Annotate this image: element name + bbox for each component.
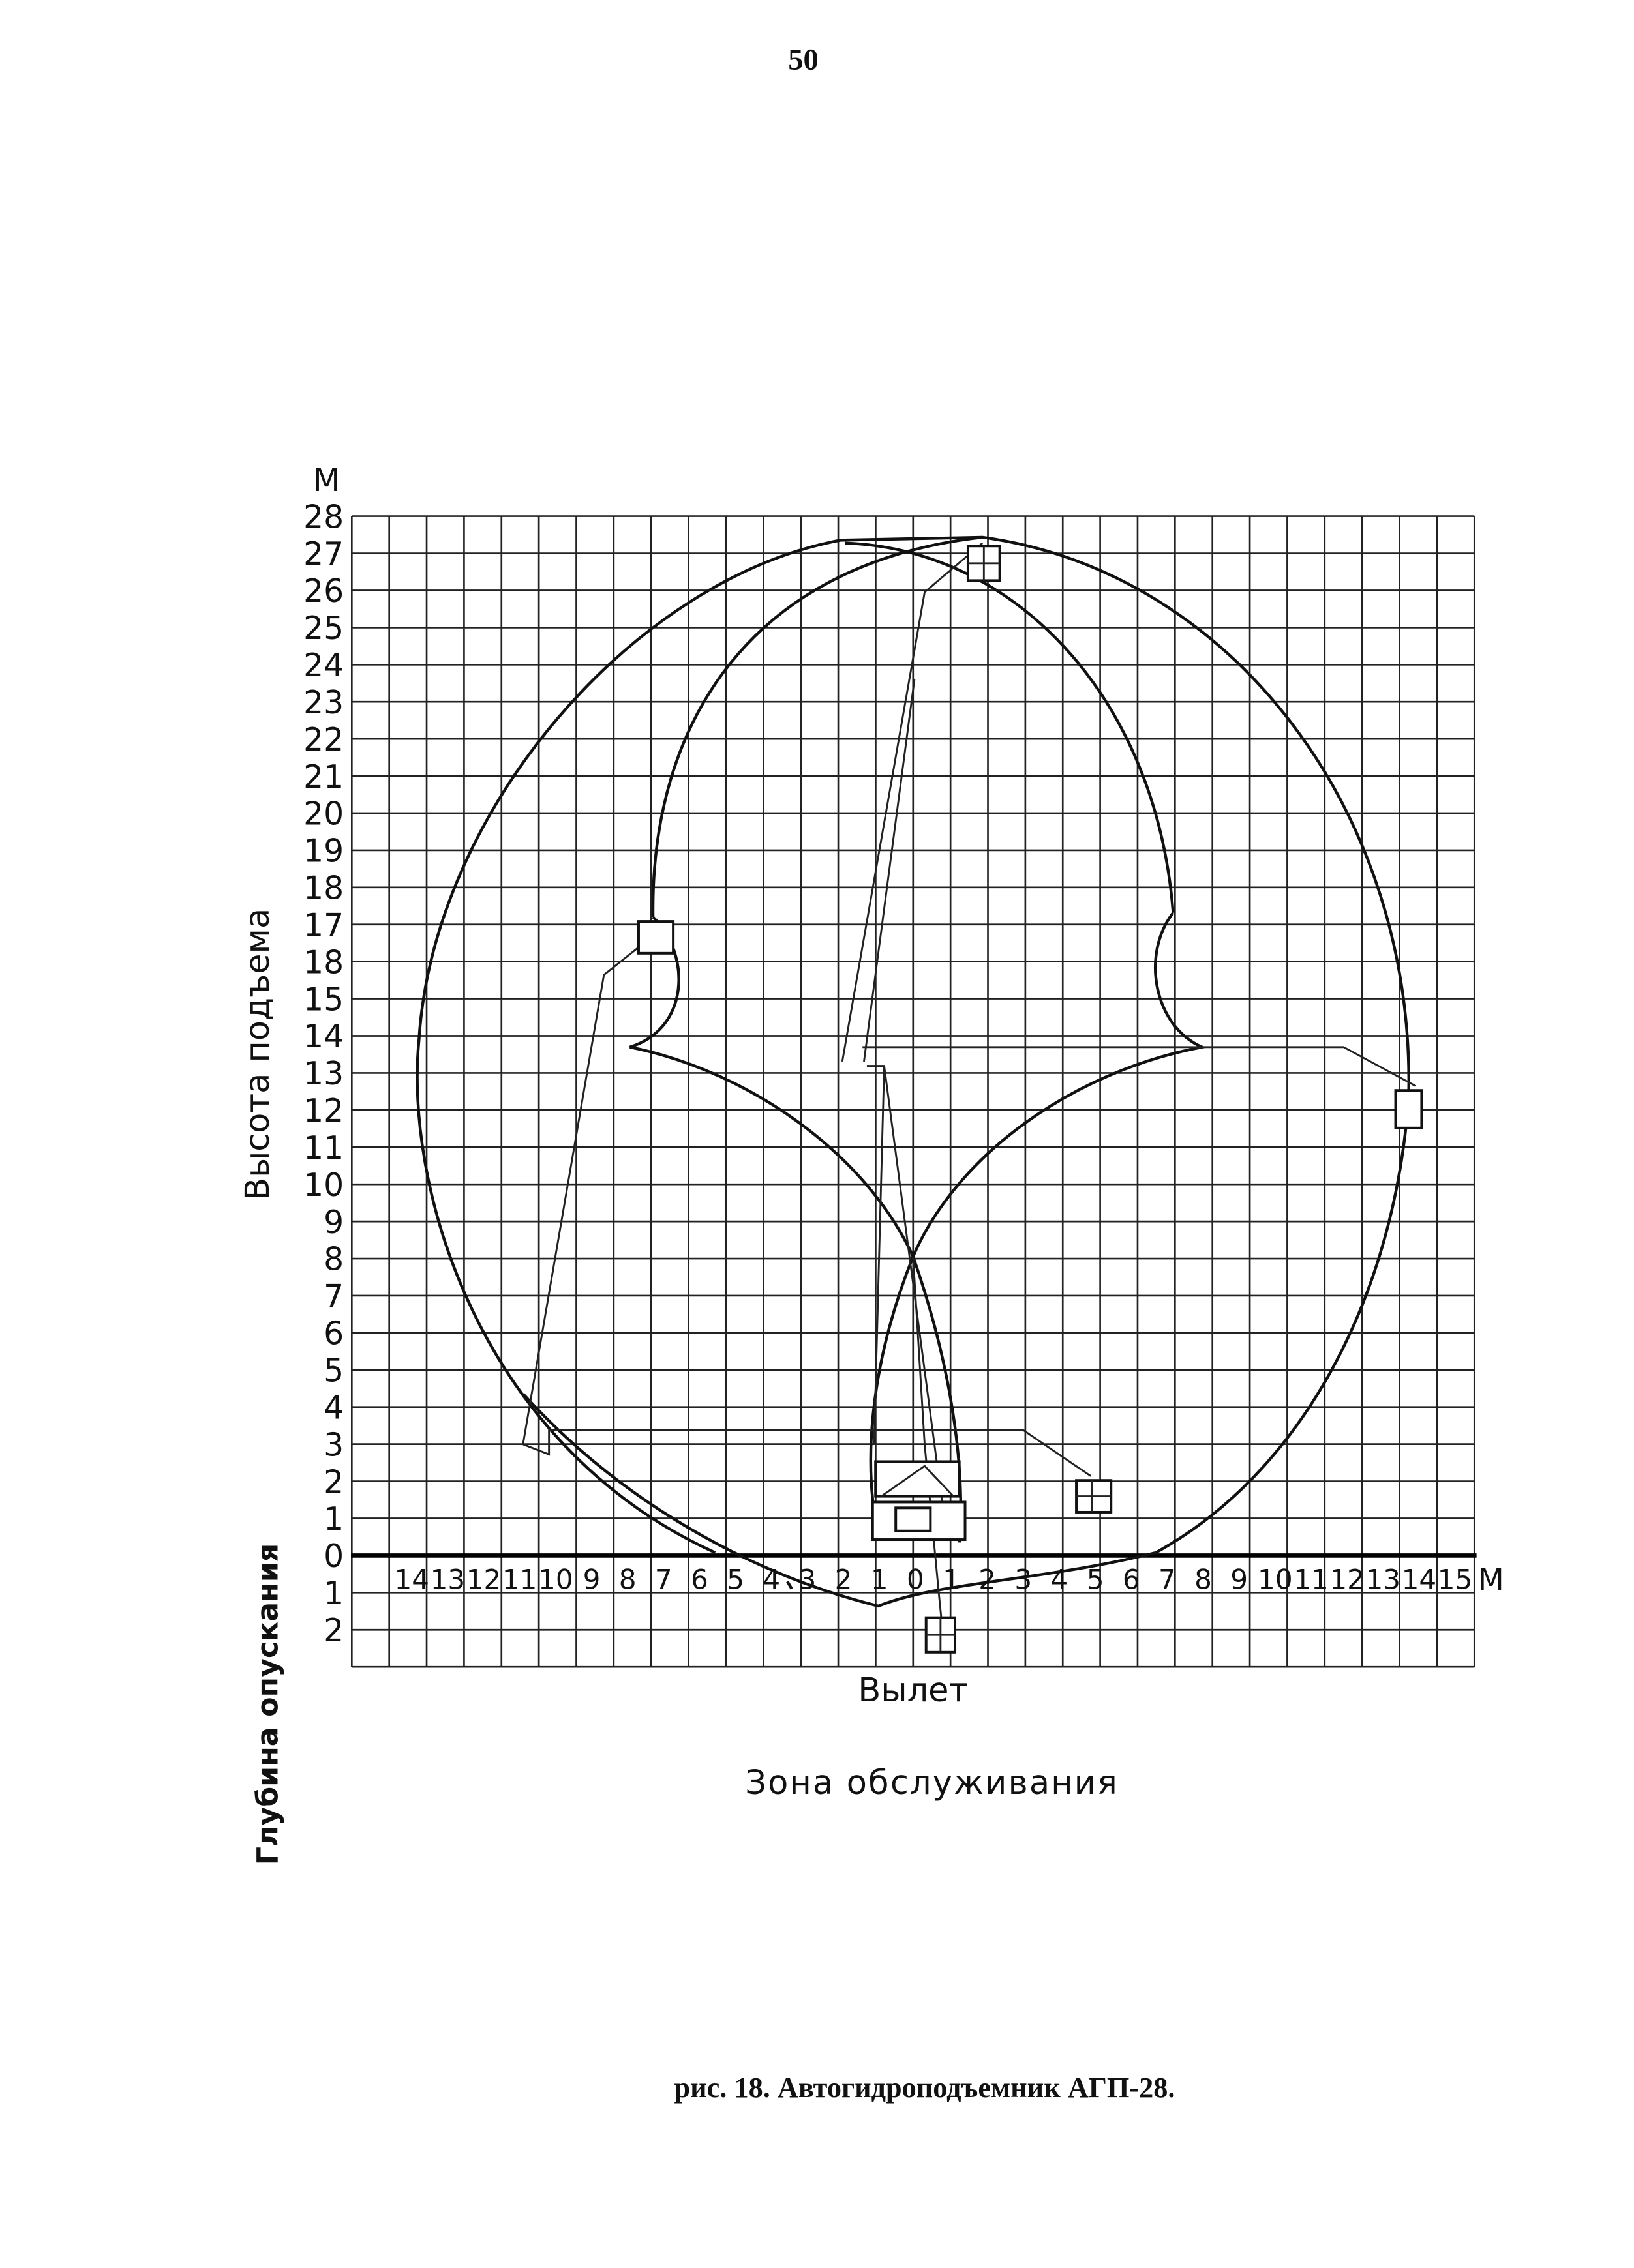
x-tick-label: 2 [835, 1563, 853, 1595]
y-title: Высота подъема [239, 908, 277, 1201]
boom-right [862, 1046, 1417, 1534]
grid [350, 515, 1475, 1668]
x-tick-label: 9 [1230, 1563, 1248, 1595]
work-zone [416, 535, 1423, 1654]
x-tick-label: 5 [727, 1563, 744, 1595]
y-tick-label: 18 [303, 871, 344, 907]
truck-frame [881, 1465, 954, 1497]
x-tick-label: 9 [583, 1563, 601, 1595]
truck [871, 1460, 967, 1542]
inner-lobe [629, 912, 1207, 1261]
y-tick-label: 12 [303, 1093, 344, 1129]
x-tick-label: 4 [763, 1563, 780, 1595]
y-tick-label: 8 [324, 1242, 344, 1278]
x-tick-label: 5 [1087, 1563, 1104, 1595]
y-tick-label: 28 [303, 499, 344, 535]
x-tick-label: 12 [466, 1563, 502, 1595]
y-tick-label: 5 [324, 1353, 344, 1390]
y-tick-label: 9 [324, 1204, 344, 1241]
x-tick-label: 13 [1366, 1563, 1401, 1595]
zone-caption: Зона обслуживания [745, 1764, 1119, 1802]
depth-tick-label: 1 [324, 1575, 344, 1612]
x-tick-label: 11 [1294, 1563, 1329, 1595]
y-tick-label: 15 [303, 981, 344, 1018]
x-tick-label: 7 [1158, 1563, 1176, 1595]
x-tick-label: 3 [798, 1563, 816, 1595]
x-tick-label: 14 [1402, 1563, 1437, 1595]
y-tick-label: 0 [324, 1538, 344, 1575]
y-tick-label: 26 [303, 573, 344, 610]
x-title: Вылет [858, 1671, 968, 1710]
y-tick-label: 13 [303, 1056, 344, 1092]
x-tick-label: 4 [1051, 1563, 1068, 1595]
y-tick-label: 23 [303, 685, 344, 721]
y-tick-label: 4 [324, 1390, 344, 1426]
y-tick-label: 19 [303, 833, 344, 870]
depth-title: Глубина опускания [251, 1544, 284, 1865]
basket [637, 920, 675, 955]
lower-arc [522, 1392, 1157, 1608]
page-number: 50 [788, 43, 819, 76]
figure-caption: рис. 18. Автогидроподъемник АГП-28. [674, 2072, 1175, 2104]
y-tick-label: 17 [303, 907, 344, 944]
boom-left [522, 923, 1092, 1477]
x-tick-label: 6 [1123, 1563, 1140, 1595]
x-tick-label: 10 [538, 1563, 573, 1595]
y-tick-label: 11 [303, 1130, 344, 1167]
y-tick-label: 18 [303, 944, 344, 981]
x-tick-label: 2 [978, 1563, 996, 1595]
tick [786, 1581, 793, 1590]
x-tick-label: 1 [871, 1563, 888, 1595]
y-tick-label: 10 [303, 1167, 344, 1204]
y-tick-label: 7 [324, 1279, 344, 1315]
y-unit: М [313, 462, 340, 499]
depth-tick-label: 2 [324, 1613, 344, 1649]
y-tick-label: 20 [303, 796, 344, 833]
x-tick-label: 13 [431, 1563, 466, 1595]
x-tick-label: 14 [394, 1563, 429, 1595]
x-tick-label: 12 [1329, 1563, 1365, 1595]
axis-labels: 2827262524232221201918171815141312111098… [303, 462, 1504, 1649]
y-tick-label: 27 [303, 536, 344, 573]
y-tick-label: 2 [324, 1464, 344, 1500]
basket [1394, 1089, 1423, 1129]
x-tick-label: 15 [1438, 1563, 1473, 1595]
y-tick-label: 14 [303, 1019, 344, 1055]
y-tick-label: 1 [324, 1501, 344, 1538]
x-tick-label: 3 [1014, 1563, 1032, 1595]
y-tick-label: 3 [324, 1427, 344, 1463]
x-tick-label: 7 [655, 1563, 673, 1595]
boom-top [841, 542, 984, 1062]
truck-cab [894, 1506, 932, 1532]
y-tick-label: 25 [303, 610, 344, 647]
basket-lines [926, 546, 1112, 1652]
y-tick-label: 22 [303, 722, 344, 758]
y-tick-label: 21 [303, 759, 344, 796]
x-unit: М [1478, 1562, 1504, 1598]
x-tick-label: 0 [907, 1563, 924, 1595]
x-tick-label: 1 [943, 1563, 960, 1595]
y-tick-label: 24 [303, 648, 344, 684]
y-tick-label: 6 [324, 1316, 344, 1352]
outer-zone [416, 535, 1410, 1554]
x-tick-label: 11 [502, 1563, 537, 1595]
x-tick-label: 8 [1194, 1563, 1212, 1595]
x-tick-label: 8 [619, 1563, 637, 1595]
x-tick-label: 6 [691, 1563, 708, 1595]
inner-arc-left [651, 535, 983, 918]
inner-arc-right [845, 541, 1175, 913]
x-tick-label: 10 [1258, 1563, 1293, 1595]
